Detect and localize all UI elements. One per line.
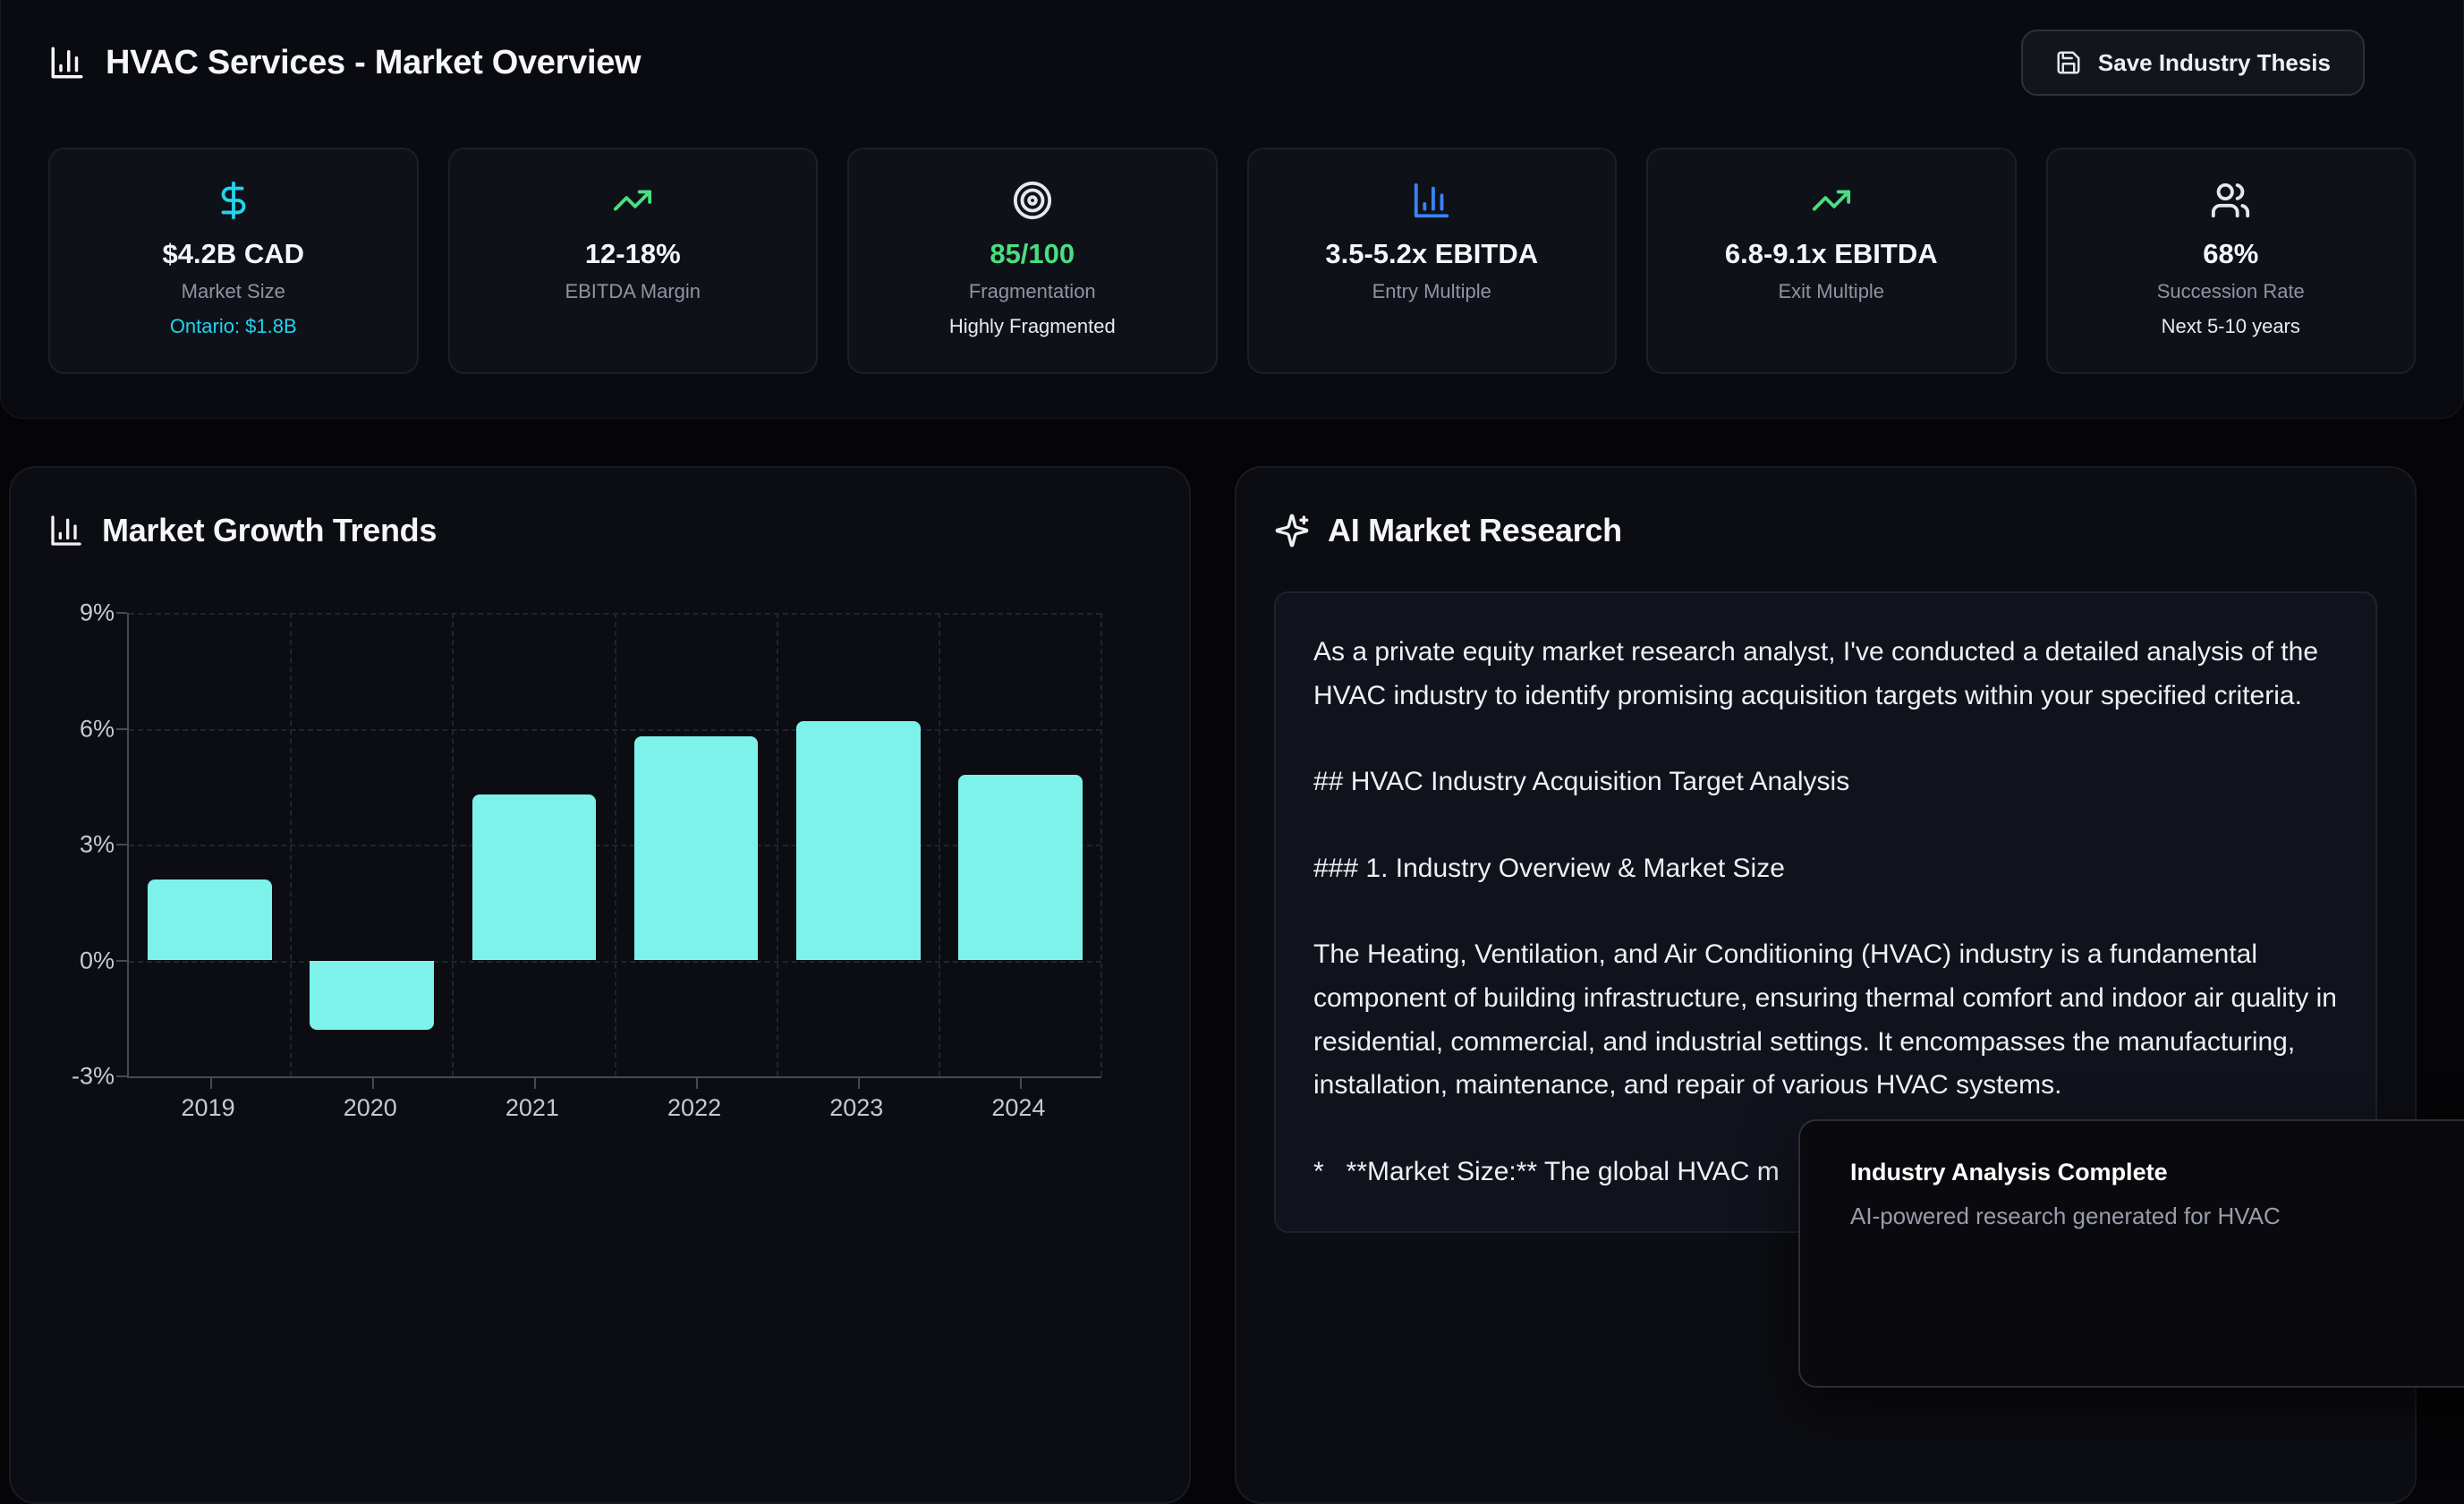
chart-bar-2020[interactable] — [310, 960, 435, 1031]
stat-label: Exit Multiple — [1778, 280, 1885, 302]
gridline-vertical — [290, 613, 293, 1076]
bar-chart-icon — [1411, 180, 1452, 221]
x-tick-mark — [533, 1078, 536, 1089]
toast-title: Industry Analysis Complete — [1850, 1159, 2168, 1185]
stat-sub: Highly Fragmented — [948, 315, 1116, 337]
gridline-vertical — [938, 613, 940, 1076]
chart-panel-title: Market Growth Trends — [102, 512, 438, 548]
stat-sub: Ontario: $1.8B — [169, 315, 297, 337]
y-tick-label: 9% — [79, 599, 115, 626]
stat-value: 68% — [2203, 238, 2259, 269]
x-tick-label: 2021 — [505, 1094, 559, 1121]
chart-bar-2021[interactable] — [472, 794, 597, 961]
gridline-vertical — [1100, 613, 1102, 1076]
chart-ylabels: 9% 6% 3% 0% -3% — [48, 599, 127, 1090]
chart-bar-2023[interactable] — [795, 720, 921, 961]
page-title: HVAC Services - Market Overview — [106, 43, 641, 81]
y-tick-mark — [116, 844, 127, 845]
chart-panel-header: Market Growth Trends — [48, 506, 1151, 556]
stat-value: $4.2B CAD — [162, 238, 305, 269]
stat-card-entry-multiple: 3.5-5.2x EBITDA Entry Multiple — [1246, 148, 1617, 374]
x-tick-label: 2020 — [343, 1094, 397, 1121]
save-thesis-button[interactable]: Save Industry Thesis — [2020, 30, 2365, 96]
bar-chart-icon — [48, 44, 86, 81]
gridline-vertical — [614, 613, 616, 1076]
chart-bar-2019[interactable] — [148, 879, 272, 961]
dollar-sign-icon — [213, 180, 254, 221]
x-tick-label: 2023 — [829, 1094, 884, 1121]
header-row: HVAC Services - Market Overview Save Ind… — [48, 30, 2416, 96]
stat-label: Entry Multiple — [1372, 280, 1491, 302]
research-paragraph: As a private equity market research anal… — [1313, 637, 2326, 710]
stat-sub: Next 5-10 years — [2161, 315, 2300, 337]
market-growth-chart: 9% 6% 3% 0% -3% 2019 2020 2021 2022 2023 2024 — [48, 599, 1151, 1125]
sparkles-icon — [1274, 513, 1310, 548]
y-tick-label: -3% — [71, 1062, 115, 1090]
stat-value: 12-18% — [584, 238, 681, 269]
ai-research-panel: AI Market Research As a private equity m… — [1235, 466, 2417, 1504]
research-panel-title: AI Market Research — [1328, 512, 1622, 548]
stat-card-fragmentation: 85/100 Fragmentation Highly Fragmented — [847, 148, 1218, 374]
market-growth-panel: Market Growth Trends 9% 6% 3% 0% -3% 2019 202… — [9, 466, 1191, 1504]
chart-bar-2022[interactable] — [633, 736, 759, 961]
research-paragraph: ## HVAC Industry Acquisition Target Anal… — [1313, 767, 1850, 797]
y-tick-mark — [116, 727, 127, 730]
y-tick-label: 0% — [79, 947, 115, 973]
research-paragraph: * **Market Size:** The global HVAC m — [1313, 1156, 1780, 1186]
bar-chart-icon — [48, 513, 84, 548]
x-tick-mark — [371, 1078, 374, 1089]
chart-plot-column: 2019 2020 2021 2022 2023 2024 — [116, 612, 1102, 1125]
users-icon — [2210, 180, 2251, 221]
stat-label: EBITDA Margin — [565, 280, 701, 302]
stat-card-exit-multiple: 6.8-9.1x EBITDA Exit Multiple — [1646, 148, 2017, 374]
research-paragraph: The Heating, Ventilation, and Air Condit… — [1313, 939, 2345, 1100]
trending-up-icon — [1811, 180, 1852, 221]
save-icon — [2055, 49, 2082, 76]
stat-value: 6.8-9.1x EBITDA — [1724, 238, 1938, 269]
stat-label: Fragmentation — [968, 280, 1096, 302]
chart-xlabels: 2019 2020 2021 2022 2023 2024 — [127, 1078, 1101, 1125]
trending-up-icon — [612, 180, 653, 221]
stat-card-market-size: $4.2B CAD Market Size Ontario: $1.8B — [48, 148, 419, 374]
y-tick-label: 6% — [79, 715, 115, 742]
top-section: HVAC Services - Market Overview Save Ind… — [0, 0, 2464, 419]
stat-label: Market Size — [181, 280, 285, 302]
research-panel-header: AI Market Research — [1274, 506, 2377, 556]
x-tick-label: 2024 — [991, 1094, 1046, 1121]
y-tick-mark — [116, 959, 127, 962]
x-tick-label: 2022 — [667, 1094, 722, 1121]
y-tick-label: 3% — [79, 830, 115, 858]
chart-bar-2024[interactable] — [958, 775, 1083, 961]
y-tick-mark — [116, 1075, 127, 1077]
gridline-vertical — [452, 613, 455, 1076]
x-tick-label: 2019 — [181, 1094, 235, 1121]
stat-card-ebitda-margin: 12-18% EBITDA Margin — [447, 148, 818, 374]
y-tick-mark — [116, 612, 127, 614]
chart-plot — [116, 612, 1102, 1089]
stat-card-succession-rate: 68% Succession Rate Next 5-10 years — [2045, 148, 2416, 374]
research-paragraph: ### 1. Industry Overview & Market Size — [1313, 853, 1785, 883]
x-tick-mark — [1020, 1078, 1023, 1089]
stats-grid: $4.2B CAD Market Size Ontario: $1.8B 12-… — [48, 148, 2416, 374]
stat-value: 85/100 — [990, 238, 1075, 269]
main-row: Market Growth Trends 9% 6% 3% 0% -3% 2019 202… — [0, 419, 2464, 1504]
target-icon — [1012, 180, 1053, 221]
save-thesis-label: Save Industry Thesis — [2097, 48, 2331, 76]
stat-label: Succession Rate — [2156, 280, 2305, 302]
x-tick-mark — [209, 1078, 212, 1089]
x-tick-mark — [858, 1078, 861, 1089]
stat-value: 3.5-5.2x EBITDA — [1325, 238, 1539, 269]
x-tick-mark — [696, 1078, 699, 1089]
title-wrap: HVAC Services - Market Overview — [48, 44, 641, 82]
gridline-vertical — [776, 613, 778, 1076]
